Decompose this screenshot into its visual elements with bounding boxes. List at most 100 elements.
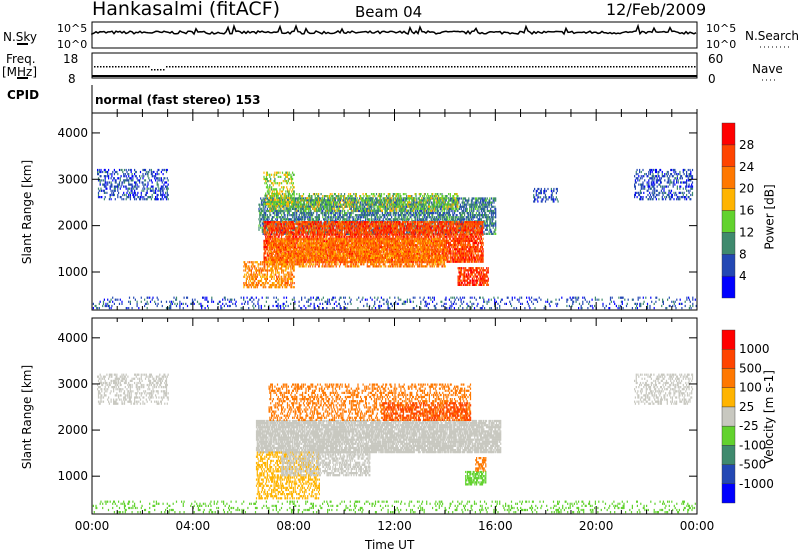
data-cell (285, 199, 287, 202)
data-cell (392, 214, 394, 217)
data-cell (132, 177, 134, 180)
data-cell (123, 175, 126, 178)
freq-dot (307, 66, 309, 68)
data-cell (341, 195, 343, 198)
data-cell (409, 197, 411, 200)
freq-dot (310, 66, 312, 68)
data-cell (447, 218, 449, 221)
data-cell (118, 183, 121, 186)
data-cell (273, 231, 275, 234)
data-cell (142, 168, 144, 172)
data-cell (129, 183, 131, 186)
data-cell (305, 205, 307, 208)
data-cell (448, 193, 450, 196)
data-cell (259, 216, 261, 219)
data-cell (453, 214, 455, 217)
data-cell (333, 197, 336, 200)
data-cell (114, 181, 116, 184)
data-cell (343, 199, 345, 202)
data-cell (473, 209, 475, 213)
freq-dot (367, 66, 369, 68)
data-cell (485, 201, 487, 204)
data-cell (437, 203, 439, 206)
data-cell (278, 207, 280, 210)
data-cell (477, 199, 479, 202)
data-cell (149, 179, 151, 182)
data-cell (262, 214, 264, 217)
data-cell (280, 207, 282, 210)
freq-dot (187, 66, 189, 68)
data-cell (430, 205, 432, 208)
data-cell (309, 216, 311, 219)
data-cell (331, 212, 333, 215)
data-cell (97, 179, 100, 182)
data-cell (388, 207, 390, 210)
data-cell (356, 203, 358, 206)
data-cell (158, 168, 160, 172)
data-cell (428, 201, 430, 204)
data-cell (316, 207, 318, 210)
data-cell (411, 205, 413, 208)
data-cell (354, 207, 356, 210)
data-cell (374, 195, 376, 198)
data-cell (259, 214, 261, 217)
data-cell (286, 233, 288, 236)
freq-dot (571, 66, 573, 68)
data-cell (321, 207, 323, 210)
data-cell (358, 201, 360, 204)
data-cell (412, 209, 414, 212)
data-cell (391, 216, 393, 219)
data-cell (415, 193, 417, 196)
data-cell (402, 203, 404, 206)
data-cell (288, 214, 290, 217)
data-cell (393, 205, 395, 208)
data-cell (121, 183, 123, 186)
freq-dot (484, 66, 486, 68)
freq-dot (322, 66, 324, 68)
data-cell (339, 212, 341, 215)
freq-dot (373, 66, 375, 68)
data-cell (355, 207, 357, 210)
data-cell (144, 187, 146, 190)
data-cell (485, 197, 487, 200)
data-cell (164, 193, 166, 197)
data-cell (342, 209, 344, 213)
freq-dot (97, 66, 99, 68)
data-cell (163, 168, 165, 172)
data-cell (423, 195, 425, 198)
data-cell (277, 209, 279, 212)
freq-dot (574, 66, 576, 68)
data-cell (343, 207, 345, 210)
freq-label-1: Freq. (6, 52, 36, 66)
data-cell (98, 189, 100, 192)
data-cell (441, 201, 443, 204)
data-cell (299, 195, 301, 198)
data-cell (339, 216, 341, 219)
data-cell (372, 218, 374, 221)
freq-dot (595, 66, 597, 68)
data-cell (448, 218, 451, 221)
data-cell (261, 228, 263, 231)
data-cell (354, 201, 356, 204)
data-cell (273, 216, 275, 219)
data-cell (398, 216, 400, 219)
data-cell (305, 199, 307, 202)
data-cell (144, 179, 146, 182)
freq-dot (547, 66, 549, 68)
data-cell (459, 212, 461, 215)
freq-dot (538, 66, 540, 68)
data-cell (390, 205, 392, 208)
data-cell (413, 205, 415, 208)
data-cell (464, 201, 466, 204)
freq-dot (136, 66, 138, 68)
data-cell (113, 177, 115, 180)
data-cell (333, 216, 335, 219)
data-cell (343, 216, 345, 219)
data-cell (110, 181, 112, 184)
data-cell (308, 207, 310, 210)
data-cell (111, 183, 113, 186)
data-cell (395, 216, 397, 219)
data-cell (492, 214, 494, 217)
data-cell (328, 203, 330, 206)
